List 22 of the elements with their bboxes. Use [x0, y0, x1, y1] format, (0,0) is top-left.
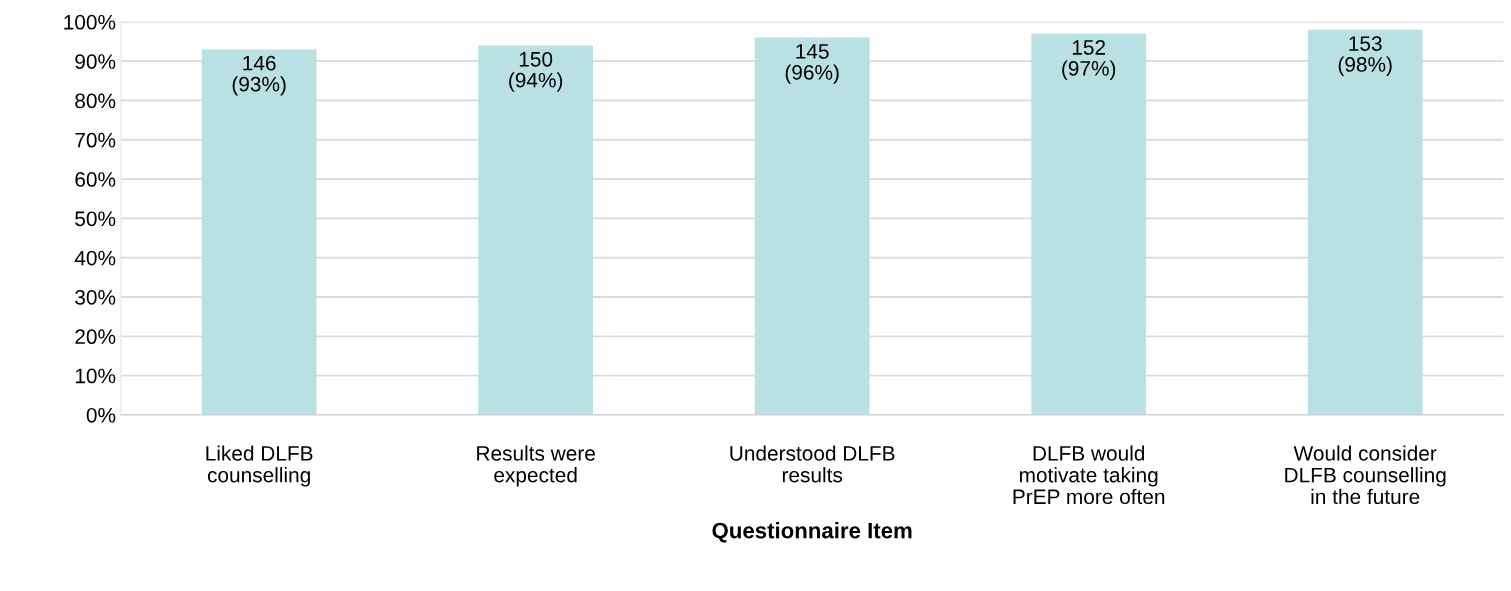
data-label: 145 (96%)	[785, 44, 839, 84]
y-tick-label: 30%	[75, 289, 116, 305]
data-label: 152 (97%)	[1062, 40, 1116, 80]
data-label: 146 (93%)	[232, 55, 286, 96]
data-label: 153 (98%)	[1338, 36, 1392, 76]
y-tick-label: 100%	[64, 14, 116, 30]
y-tick-label: 90%	[75, 54, 116, 69]
y-tick-label: 70%	[75, 132, 116, 148]
x-axis-title: Questionnaire Item	[712, 522, 912, 543]
y-tick-label: 0%	[86, 407, 116, 423]
y-tick-label: 60%	[75, 172, 116, 187]
x-tick-label: Understood DLFB results	[730, 445, 895, 483]
y-tick-label: 10%	[75, 368, 116, 384]
x-tick-label: DLFB would motivate taking PrEP more often	[1013, 445, 1165, 505]
x-tick-label: Liked DLFB counselling	[206, 445, 313, 487]
y-tick-label: 80%	[75, 93, 116, 109]
y-tick-label: 20%	[75, 329, 116, 345]
y-tick-label: 50%	[75, 211, 116, 227]
x-tick-label: Would consider DLFB counselling in the future	[1285, 445, 1446, 505]
y-tick-label: 40%	[74, 250, 116, 266]
data-label: 150 (94%)	[509, 51, 563, 92]
x-tick-label: Results were expected	[477, 445, 595, 487]
